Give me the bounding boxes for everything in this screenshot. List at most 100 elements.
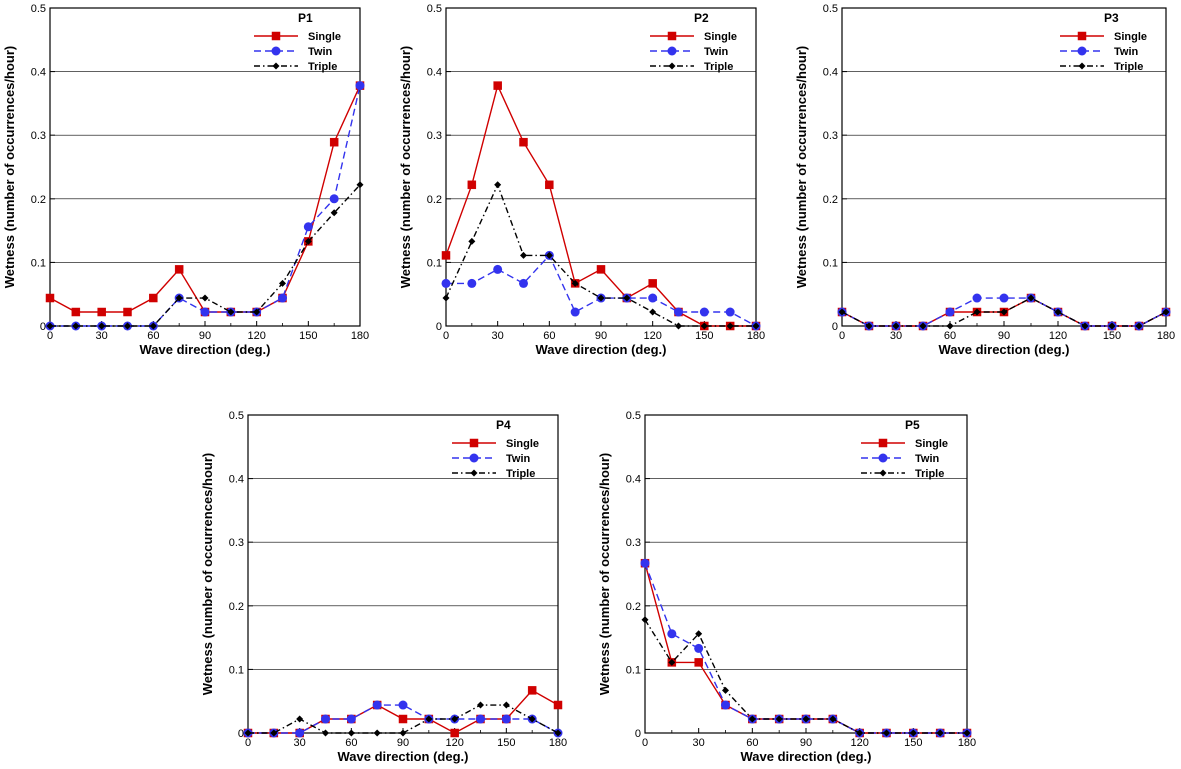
data-point <box>721 700 730 710</box>
data-point <box>865 322 873 330</box>
y-tick-label: 0.4 <box>626 474 641 486</box>
data-point <box>149 293 158 303</box>
legend: P4 Single Twin Triple <box>452 418 539 480</box>
y-tick-label: 0.5 <box>823 3 838 15</box>
panel-title: P3 <box>1104 11 1119 25</box>
y-tick-label: 0.3 <box>31 130 46 142</box>
chart-p5: 0 0.1 0.2 0.3 0.4 0.5 0 30 60 90 120 150 180 Wave dir… <box>597 410 976 764</box>
data-point <box>640 558 650 568</box>
y-tick-label: 0.4 <box>823 67 838 79</box>
series-triple <box>641 616 971 737</box>
x-tick-label: 60 <box>944 330 956 342</box>
data-point <box>123 307 132 317</box>
y-tick-label: 0 <box>238 728 244 740</box>
data-point <box>1000 308 1008 316</box>
data-point <box>722 686 729 694</box>
series-line <box>445 83 756 327</box>
y-tick-label: 0.5 <box>626 410 641 422</box>
legend-label: Single <box>1114 31 1147 43</box>
data-point <box>1027 294 1035 302</box>
y-tick-label: 0.2 <box>626 601 641 613</box>
y-tick-label: 0.1 <box>427 257 442 269</box>
y-axis-title: Wetness (number of occurrences/hour) <box>2 46 17 288</box>
data-point <box>1054 308 1062 316</box>
data-point <box>909 729 917 737</box>
data-point <box>441 278 451 288</box>
data-point <box>45 293 55 303</box>
legend-marker <box>469 438 479 448</box>
data-point <box>441 251 451 260</box>
y-tick-label: 0.3 <box>823 130 838 142</box>
data-point <box>467 278 477 288</box>
data-point <box>227 308 235 316</box>
data-point <box>321 714 330 724</box>
legend-marker <box>667 46 677 56</box>
legend-label: Triple <box>704 61 733 73</box>
y-axis-title: Wetness (number of occurrences/hour) <box>398 46 413 288</box>
x-axis-title: Wave direction (deg.) <box>536 342 667 357</box>
data-point <box>174 265 184 274</box>
legend-marker <box>1077 46 1087 56</box>
data-point <box>322 729 329 737</box>
legend-marker <box>1077 31 1087 41</box>
data-point <box>399 729 407 737</box>
x-tick-label: 150 <box>497 737 515 749</box>
data-point <box>450 728 459 738</box>
data-point <box>699 307 709 317</box>
series-triple <box>838 294 1170 330</box>
data-point <box>674 307 683 317</box>
data-point <box>72 322 80 330</box>
y-tick-label: 0.1 <box>626 664 641 676</box>
x-tick-label: 30 <box>492 330 504 342</box>
y-tick-label: 0.4 <box>229 474 244 486</box>
y-tick-label: 0 <box>832 321 838 333</box>
data-point <box>502 701 510 709</box>
panel-title: P4 <box>496 418 511 432</box>
legend-label: Twin <box>915 453 940 465</box>
series-triple <box>244 701 562 737</box>
y-tick-label: 0.5 <box>427 3 442 15</box>
data-point <box>398 714 408 724</box>
data-point <box>372 700 382 710</box>
data-point <box>725 307 735 317</box>
legend: P3 Single Twin Triple <box>1060 11 1147 73</box>
data-point <box>675 322 682 330</box>
legend-label: Triple <box>915 468 944 480</box>
data-point <box>356 181 364 189</box>
data-point <box>648 293 658 303</box>
data-point <box>279 279 286 287</box>
x-tick-label: 180 <box>351 330 369 342</box>
series-twin <box>441 250 761 331</box>
series-triple <box>442 181 760 330</box>
x-tick-label: 30 <box>890 330 902 342</box>
y-tick-label: 0 <box>635 728 641 740</box>
data-point <box>295 728 305 738</box>
data-point <box>253 308 261 316</box>
data-point <box>296 715 304 723</box>
data-point <box>554 729 562 737</box>
legend-marker <box>272 62 280 70</box>
x-tick-label: 0 <box>245 737 251 749</box>
chart-p3: 0 0.1 0.2 0.3 0.4 0.5 0 30 60 90 120 150 180 Wave dir… <box>794 3 1175 357</box>
y-tick-label: 0.3 <box>427 130 442 142</box>
data-point <box>200 307 210 317</box>
chart-p1: 0 0.1 0.2 0.3 0.4 0.5 0 30 60 90 120 150 180 Wave dir… <box>2 3 369 357</box>
data-point <box>571 279 579 287</box>
data-point <box>829 715 837 723</box>
data-point <box>46 322 54 330</box>
y-tick-label: 0.1 <box>229 664 244 676</box>
data-point <box>329 137 339 147</box>
y-tick-label: 0 <box>40 321 46 333</box>
legend-marker <box>667 31 677 41</box>
data-point <box>355 81 365 91</box>
y-tick-label: 0.4 <box>427 67 442 79</box>
y-tick-label: 0.4 <box>31 67 46 79</box>
x-tick-label: 0 <box>642 737 648 749</box>
data-point <box>700 322 708 330</box>
x-axis-title: Wave direction (deg.) <box>140 342 271 357</box>
chart-p2: 0 0.1 0.2 0.3 0.4 0.5 0 30 60 90 120 150 180 Wave dir… <box>398 3 765 357</box>
data-point <box>999 293 1009 303</box>
y-tick-label: 0.2 <box>427 194 442 206</box>
series-line <box>50 184 361 327</box>
data-point <box>553 700 563 710</box>
